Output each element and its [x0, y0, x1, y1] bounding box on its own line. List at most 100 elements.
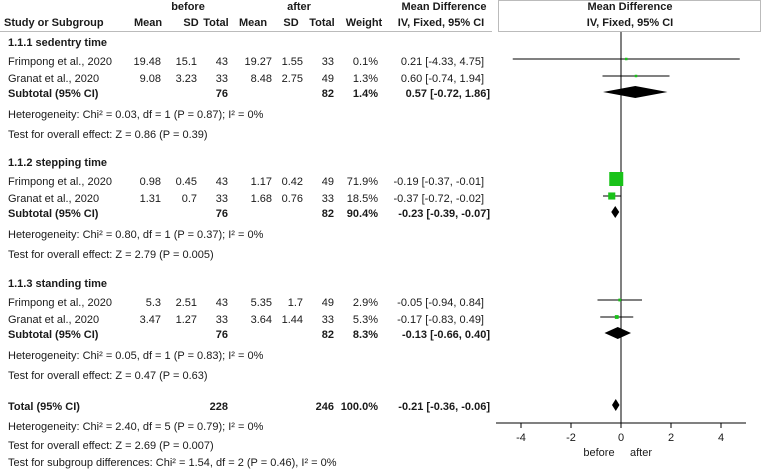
weight: 0.1%: [353, 56, 378, 68]
study-name: Frimpong et al., 2020: [8, 176, 112, 188]
cell-sd1: 3.23: [176, 73, 197, 85]
total-label: Total (95% CI): [8, 401, 80, 413]
subgroup-title: 1.1.3 standing time: [8, 278, 107, 290]
overall-effect: Test for overall effect: Z = 0.47 (P = 0…: [8, 370, 208, 382]
heterogeneity: Heterogeneity: Chi² = 0.80, df = 1 (P = …: [8, 229, 264, 241]
subtotal-diamond: [611, 206, 620, 218]
study-square: [614, 315, 619, 319]
subtotal-effect-ci: -0.23 [-0.39, -0.07]: [398, 208, 490, 220]
subtotal-label: Subtotal (95% CI): [8, 88, 99, 100]
subtotal-n1: 76: [216, 329, 228, 341]
cell-n2: 49: [322, 73, 334, 85]
subtotal-n1: 76: [216, 208, 228, 220]
cell-sd2: 0.76: [282, 193, 303, 205]
study-square: [634, 74, 638, 78]
subtotal-effect-ci: -0.13 [-0.66, 0.40]: [402, 329, 490, 341]
x-tick-label: 2: [668, 432, 674, 444]
study-header: Study or Subgroup: [4, 17, 104, 29]
cell-mean1: 0.98: [140, 176, 161, 188]
study-square: [618, 298, 622, 302]
cell-mean2: 19.27: [244, 56, 272, 68]
subtotal-diamond: [604, 327, 631, 339]
cell-mean1: 3.47: [140, 314, 161, 326]
heterogeneity: Heterogeneity: Chi² = 0.05, df = 1 (P = …: [8, 350, 264, 362]
study-name: Granat et al., 2020: [8, 314, 99, 326]
x-tick-label: 0: [618, 432, 624, 444]
cell-sd2: 0.42: [282, 176, 303, 188]
cell-mean1: 5.3: [146, 297, 161, 309]
subtotal-effect-ci: 0.57 [-0.72, 1.86]: [406, 88, 491, 100]
study-square: [609, 172, 624, 186]
cell-mean2: 1.17: [251, 176, 272, 188]
study-name: Frimpong et al., 2020: [8, 297, 112, 309]
cell-mean2: 1.68: [251, 193, 272, 205]
n2-header: Total: [309, 17, 334, 29]
subgroup-title: 1.1.2 stepping time: [8, 157, 107, 169]
effect-ci: -0.37 [-0.72, -0.02]: [394, 193, 485, 205]
cell-sd1: 1.27: [176, 314, 197, 326]
weight: 2.9%: [353, 297, 378, 309]
overall-effect: Test for overall effect: Z = 0.86 (P = 0…: [8, 129, 208, 141]
study-name: Granat et al., 2020: [8, 193, 99, 205]
cell-sd1: 2.51: [176, 297, 197, 309]
total-n1: 228: [210, 401, 228, 413]
cell-n2: 33: [322, 193, 334, 205]
cell-mean2: 5.35: [251, 297, 272, 309]
mean2-header: Mean: [239, 17, 267, 29]
subtotal-n2: 82: [322, 329, 334, 341]
subgroup-differences: Test for subgroup differences: Chi² = 1.…: [8, 457, 337, 469]
weight: 71.9%: [347, 176, 378, 188]
weight: 18.5%: [347, 193, 378, 205]
cell-n2: 49: [322, 297, 334, 309]
total-weight: 100.0%: [341, 401, 379, 413]
cell-mean2: 3.64: [251, 314, 272, 326]
cell-sd2: 2.75: [282, 73, 303, 85]
cell-n1: 33: [216, 314, 228, 326]
effect-ci: -0.17 [-0.83, 0.49]: [397, 314, 484, 326]
cell-n2: 33: [322, 314, 334, 326]
study-name: Granat et al., 2020: [8, 73, 99, 85]
total-overall-effect: Test for overall effect: Z = 2.69 (P = 0…: [8, 440, 214, 452]
total-n2: 246: [316, 401, 334, 413]
subtotal-n1: 76: [216, 88, 228, 100]
favours-right: after: [630, 447, 652, 459]
mean1-header: Mean: [134, 17, 162, 29]
subtotal-label: Subtotal (95% CI): [8, 329, 99, 341]
subtotal-weight: 90.4%: [347, 208, 378, 220]
heterogeneity: Heterogeneity: Chi² = 0.03, df = 1 (P = …: [8, 109, 264, 121]
cell-n1: 33: [216, 193, 228, 205]
cell-sd1: 0.7: [182, 193, 197, 205]
cell-n1: 43: [216, 297, 228, 309]
study-name: Frimpong et al., 2020: [8, 56, 112, 68]
group1-header: before: [171, 1, 205, 13]
effect-ci: -0.05 [-0.94, 0.84]: [397, 297, 484, 309]
study-square: [625, 57, 628, 61]
effect-ci: 0.60 [-0.74, 1.94]: [401, 73, 484, 85]
plot-title: Mean Difference: [588, 1, 673, 13]
cell-n1: 33: [216, 73, 228, 85]
x-tick-label: -2: [566, 432, 576, 444]
cell-sd2: 1.44: [282, 314, 303, 326]
sd1-header: SD: [183, 17, 198, 29]
subtotal-diamond: [603, 86, 668, 98]
plot-method: IV, Fixed, 95% CI: [587, 17, 673, 29]
overall-effect: Test for overall effect: Z = 2.79 (P = 0…: [8, 249, 214, 261]
group2-header: after: [287, 1, 312, 13]
total-diamond: [612, 399, 620, 411]
weight: 1.3%: [353, 73, 378, 85]
cell-sd1: 0.45: [176, 176, 197, 188]
subtotal-n2: 82: [322, 88, 334, 100]
plot-header-box: [498, 0, 761, 32]
cell-sd1: 15.1: [176, 56, 197, 68]
subgroup-title: 1.1.1 sedentry time: [8, 37, 107, 49]
subtotal-weight: 1.4%: [353, 88, 378, 100]
cell-mean1: 9.08: [140, 73, 161, 85]
cell-mean2: 8.48: [251, 73, 272, 85]
subtotal-n2: 82: [322, 208, 334, 220]
weight-header: Weight: [346, 17, 383, 29]
effect-ci: 0.21 [-4.33, 4.75]: [401, 56, 484, 68]
cell-n2: 49: [322, 176, 334, 188]
subtotal-weight: 8.3%: [353, 329, 378, 341]
